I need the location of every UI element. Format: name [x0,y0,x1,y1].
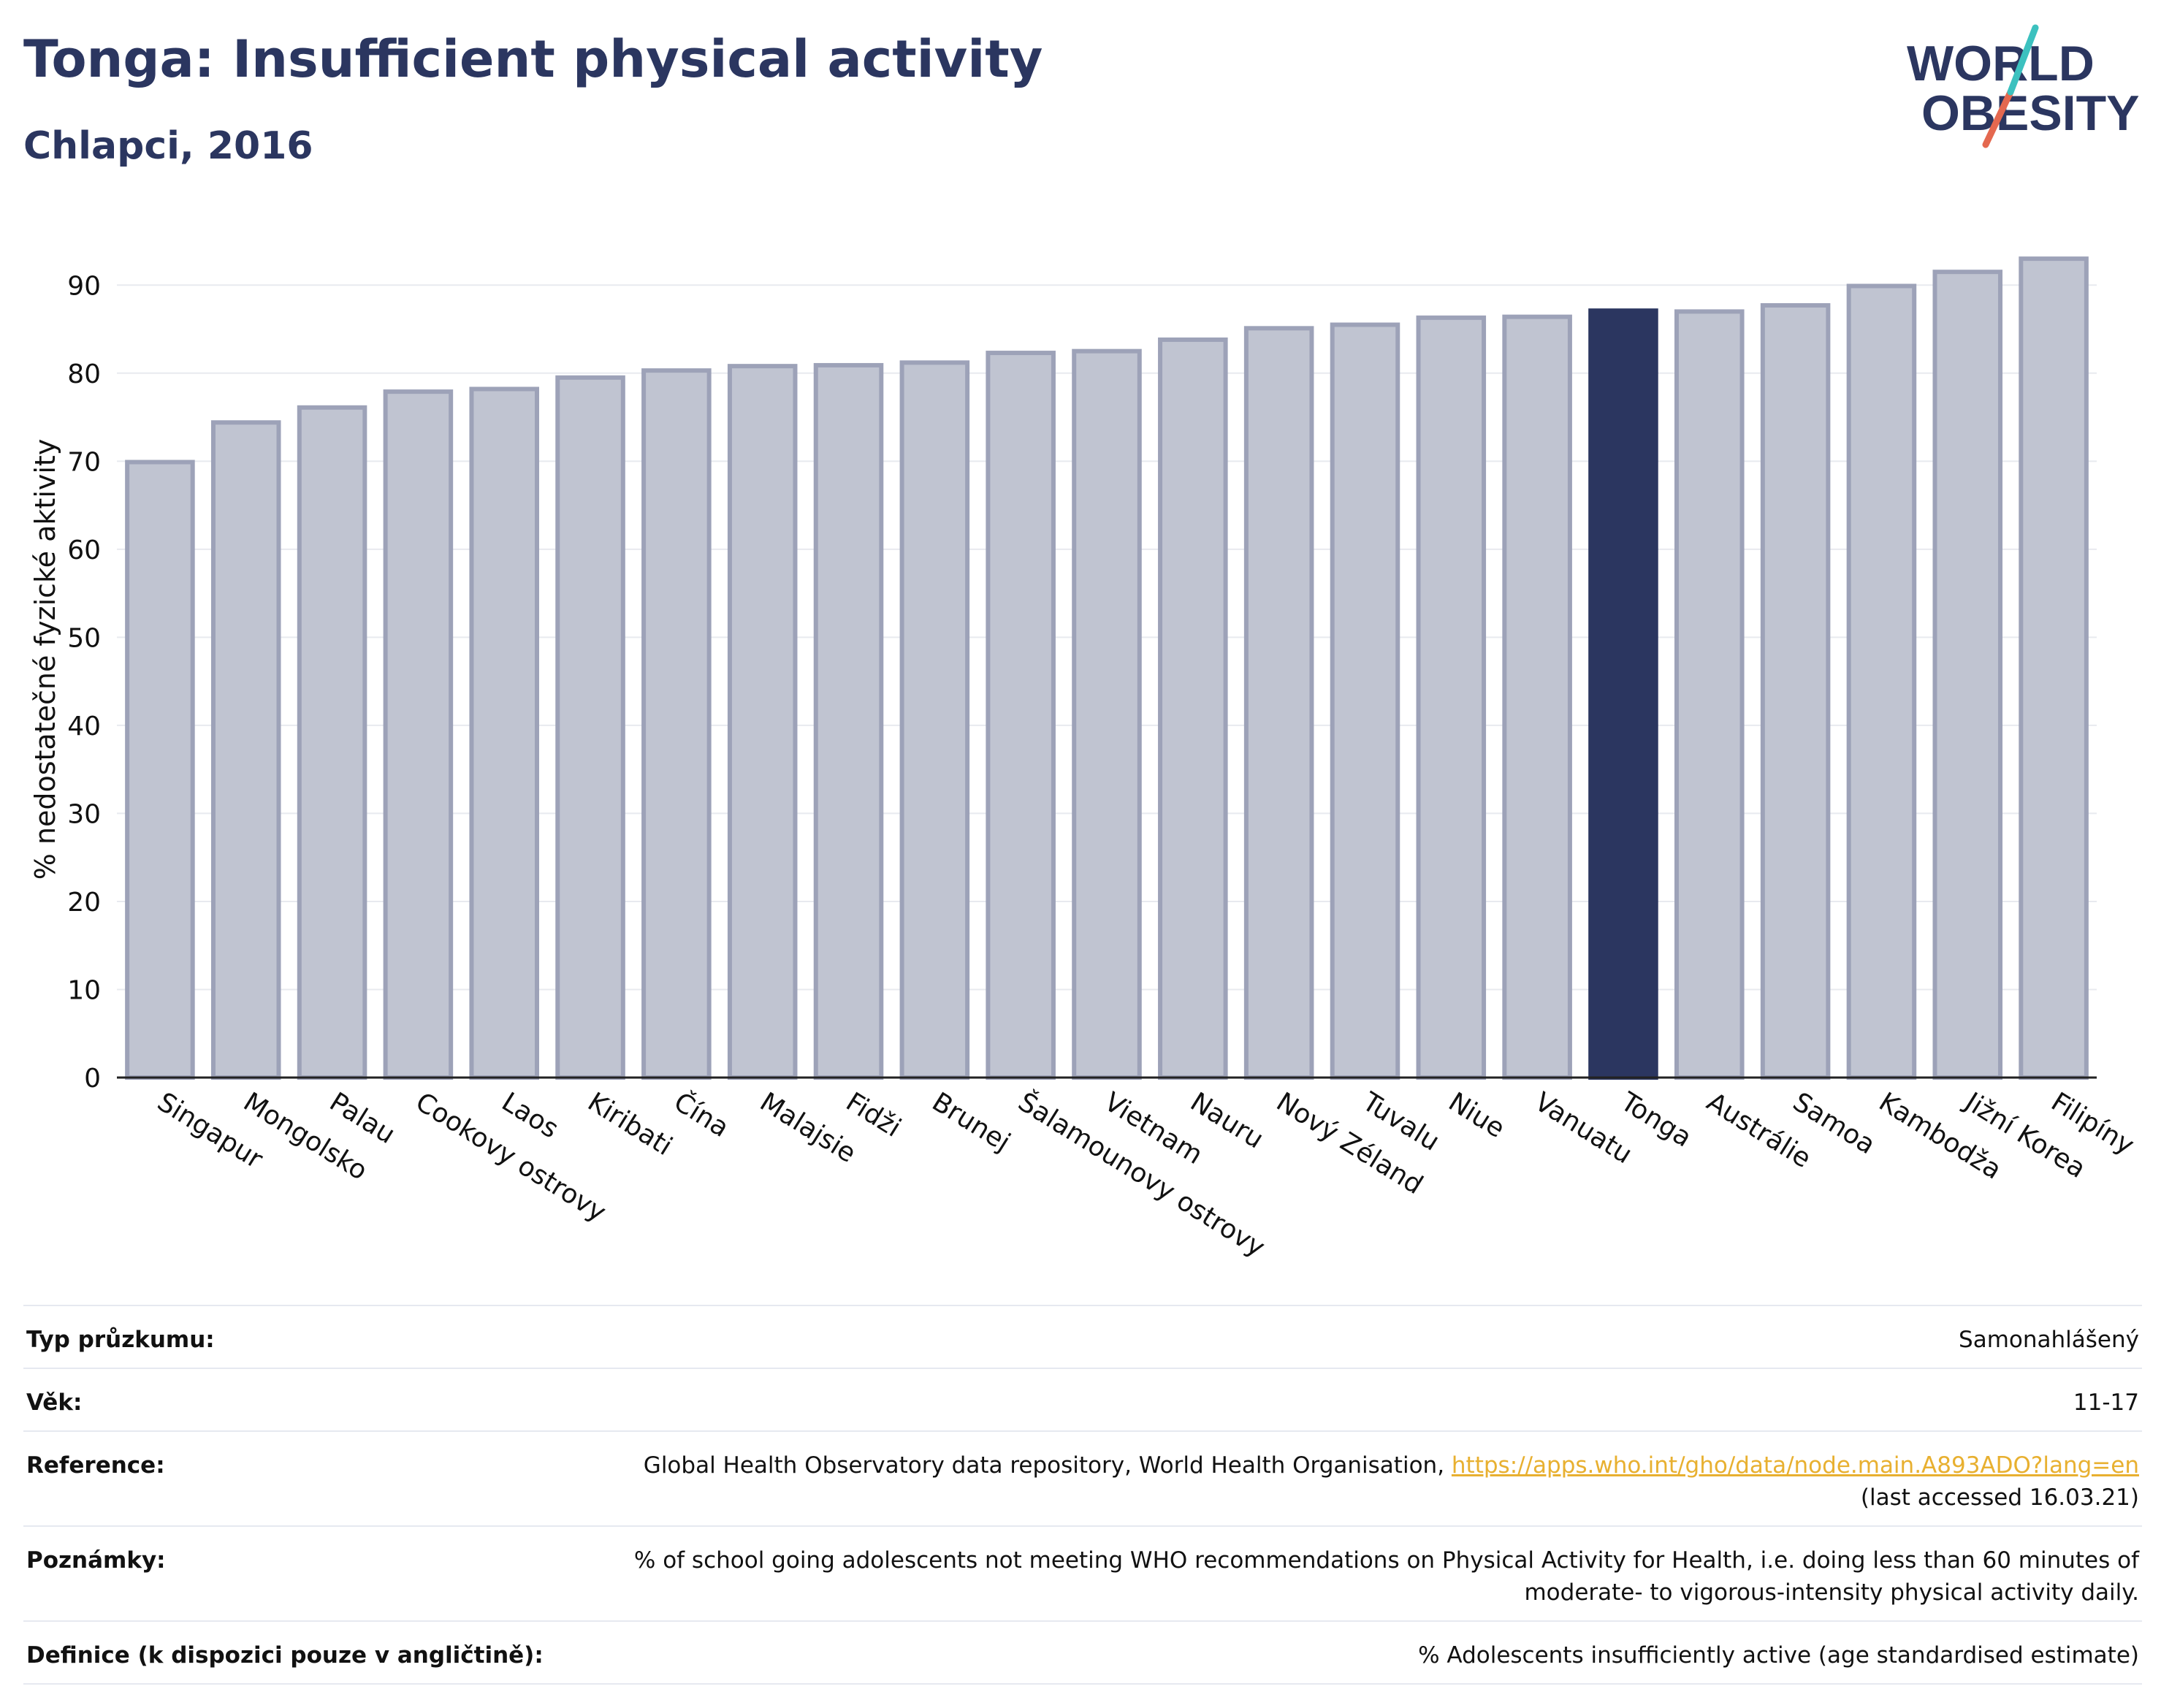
y-tick-label: 70 [67,447,101,477]
meta-label: Typ průzkumu: [23,1305,568,1368]
bar-chart: 0 10 20 30 40 50 60 70 80 90 % nedostatečné fyzick… [29,256,2139,1263]
x-tick-label: Laos [496,1087,563,1145]
bar-Vietnam [1072,348,1142,1080]
bar-Filipíny [2019,256,2089,1080]
y-tick-label: 60 [67,535,101,565]
meta-label: Věk: [23,1368,568,1431]
reference-link[interactable]: https://apps.who.int/gho/data/node.main.… [1451,1452,2139,1479]
meta-label: Definice (k dispozici pouze v angličtině… [23,1620,568,1685]
bar-Jižní Korea [1932,270,2003,1080]
meta-label: Poznámky: [23,1525,568,1621]
x-tick-label: Fidži [841,1087,906,1143]
x-tick-label: Nový Zéland [1271,1087,1428,1200]
logo-line2: OBESITY [1921,85,2140,141]
world-obesity-logo: WORLD OBESITY [1907,24,2140,148]
bar-Šalamounovy ostrovy [986,351,1056,1080]
meta-row-definition: Definice (k dispozici pouze v angličtině… [23,1620,2142,1685]
bar-Fidži [813,362,884,1080]
notes-line2: moderate- to vigorous-intensity physical… [1524,1579,2139,1606]
y-tick-label: 80 [67,359,101,389]
meta-value: Global Health Observatory data repositor… [568,1430,2142,1526]
y-tick-label: 30 [67,799,101,829]
y-axis-label: % nedostatečné fyzické aktivity [29,439,61,880]
bar-Tuvalu [1330,322,1400,1080]
x-tick-label: Vanuatu [1529,1087,1637,1170]
x-tick-label: Niue [1444,1087,1510,1144]
chart-title: Tonga: Insufficient physical activity [23,29,1043,89]
bar-Niue [1416,315,1487,1080]
chart-subtitle: Chlapci, 2016 [23,124,313,168]
logo-line1: WORLD [1907,36,2095,91]
logo-slash-red [1982,88,2014,148]
y-tick-label: 0 [84,1064,101,1094]
meta-row-notes: Poznámky: % of school going adolescents … [23,1525,2142,1621]
x-tick-label: Čína [668,1086,734,1143]
meta-label: Reference: [23,1430,568,1526]
bar-Čína [641,368,712,1080]
bar-Nový Zéland [1243,326,1314,1080]
bar-Kambodža [1846,283,1917,1080]
y-tick-label: 40 [67,712,101,741]
x-tick-label: Brunej [927,1087,1015,1158]
x-tick-label: Malajsie [755,1087,861,1169]
reference-text: Global Health Observatory data repositor… [643,1452,1452,1479]
y-tick-label: 10 [67,975,101,1005]
bar-Mongolsko [210,420,281,1080]
bar-Palau [297,405,367,1080]
bar-Brunej [899,360,970,1080]
bar-Austrálie [1674,309,1745,1080]
y-tick-label: 90 [67,271,101,301]
bar-Vanuatu [1502,314,1572,1080]
meta-value: % of school going adolescents not meetin… [568,1525,2142,1621]
meta-row-age: Věk: 11-17 [23,1368,2142,1431]
y-tick-label: 20 [67,888,101,918]
bar-Nauru [1158,337,1228,1080]
meta-value: Samonahlášený [568,1305,2142,1368]
meta-value: % Adolescents insufficiently active (age… [568,1620,2142,1685]
bar-Cookovy ostrovy [383,389,454,1080]
bar-Samoa [1760,302,1831,1080]
bar-Laos [469,386,539,1080]
x-tick-label: Kiribati [582,1087,677,1162]
notes-line1: % of school going adolescents not meetin… [633,1547,2139,1574]
bar-Singapur [125,460,195,1080]
bar-Malajsie [727,364,798,1080]
metadata-table: Typ průzkumu: Samonahlášený Věk: 11-17 R… [23,1305,2142,1685]
y-tick-label: 50 [67,623,101,653]
bar-Tonga [1588,308,1658,1080]
meta-value: 11-17 [568,1368,2142,1431]
reference-accessed: (last accessed 16.03.21) [1860,1484,2139,1511]
meta-row-survey-type: Typ průzkumu: Samonahlášený [23,1305,2142,1368]
meta-row-reference: Reference: Global Health Observatory dat… [23,1430,2142,1526]
bar-Kiribati [555,375,625,1080]
logo-slash-teal [2007,24,2039,96]
